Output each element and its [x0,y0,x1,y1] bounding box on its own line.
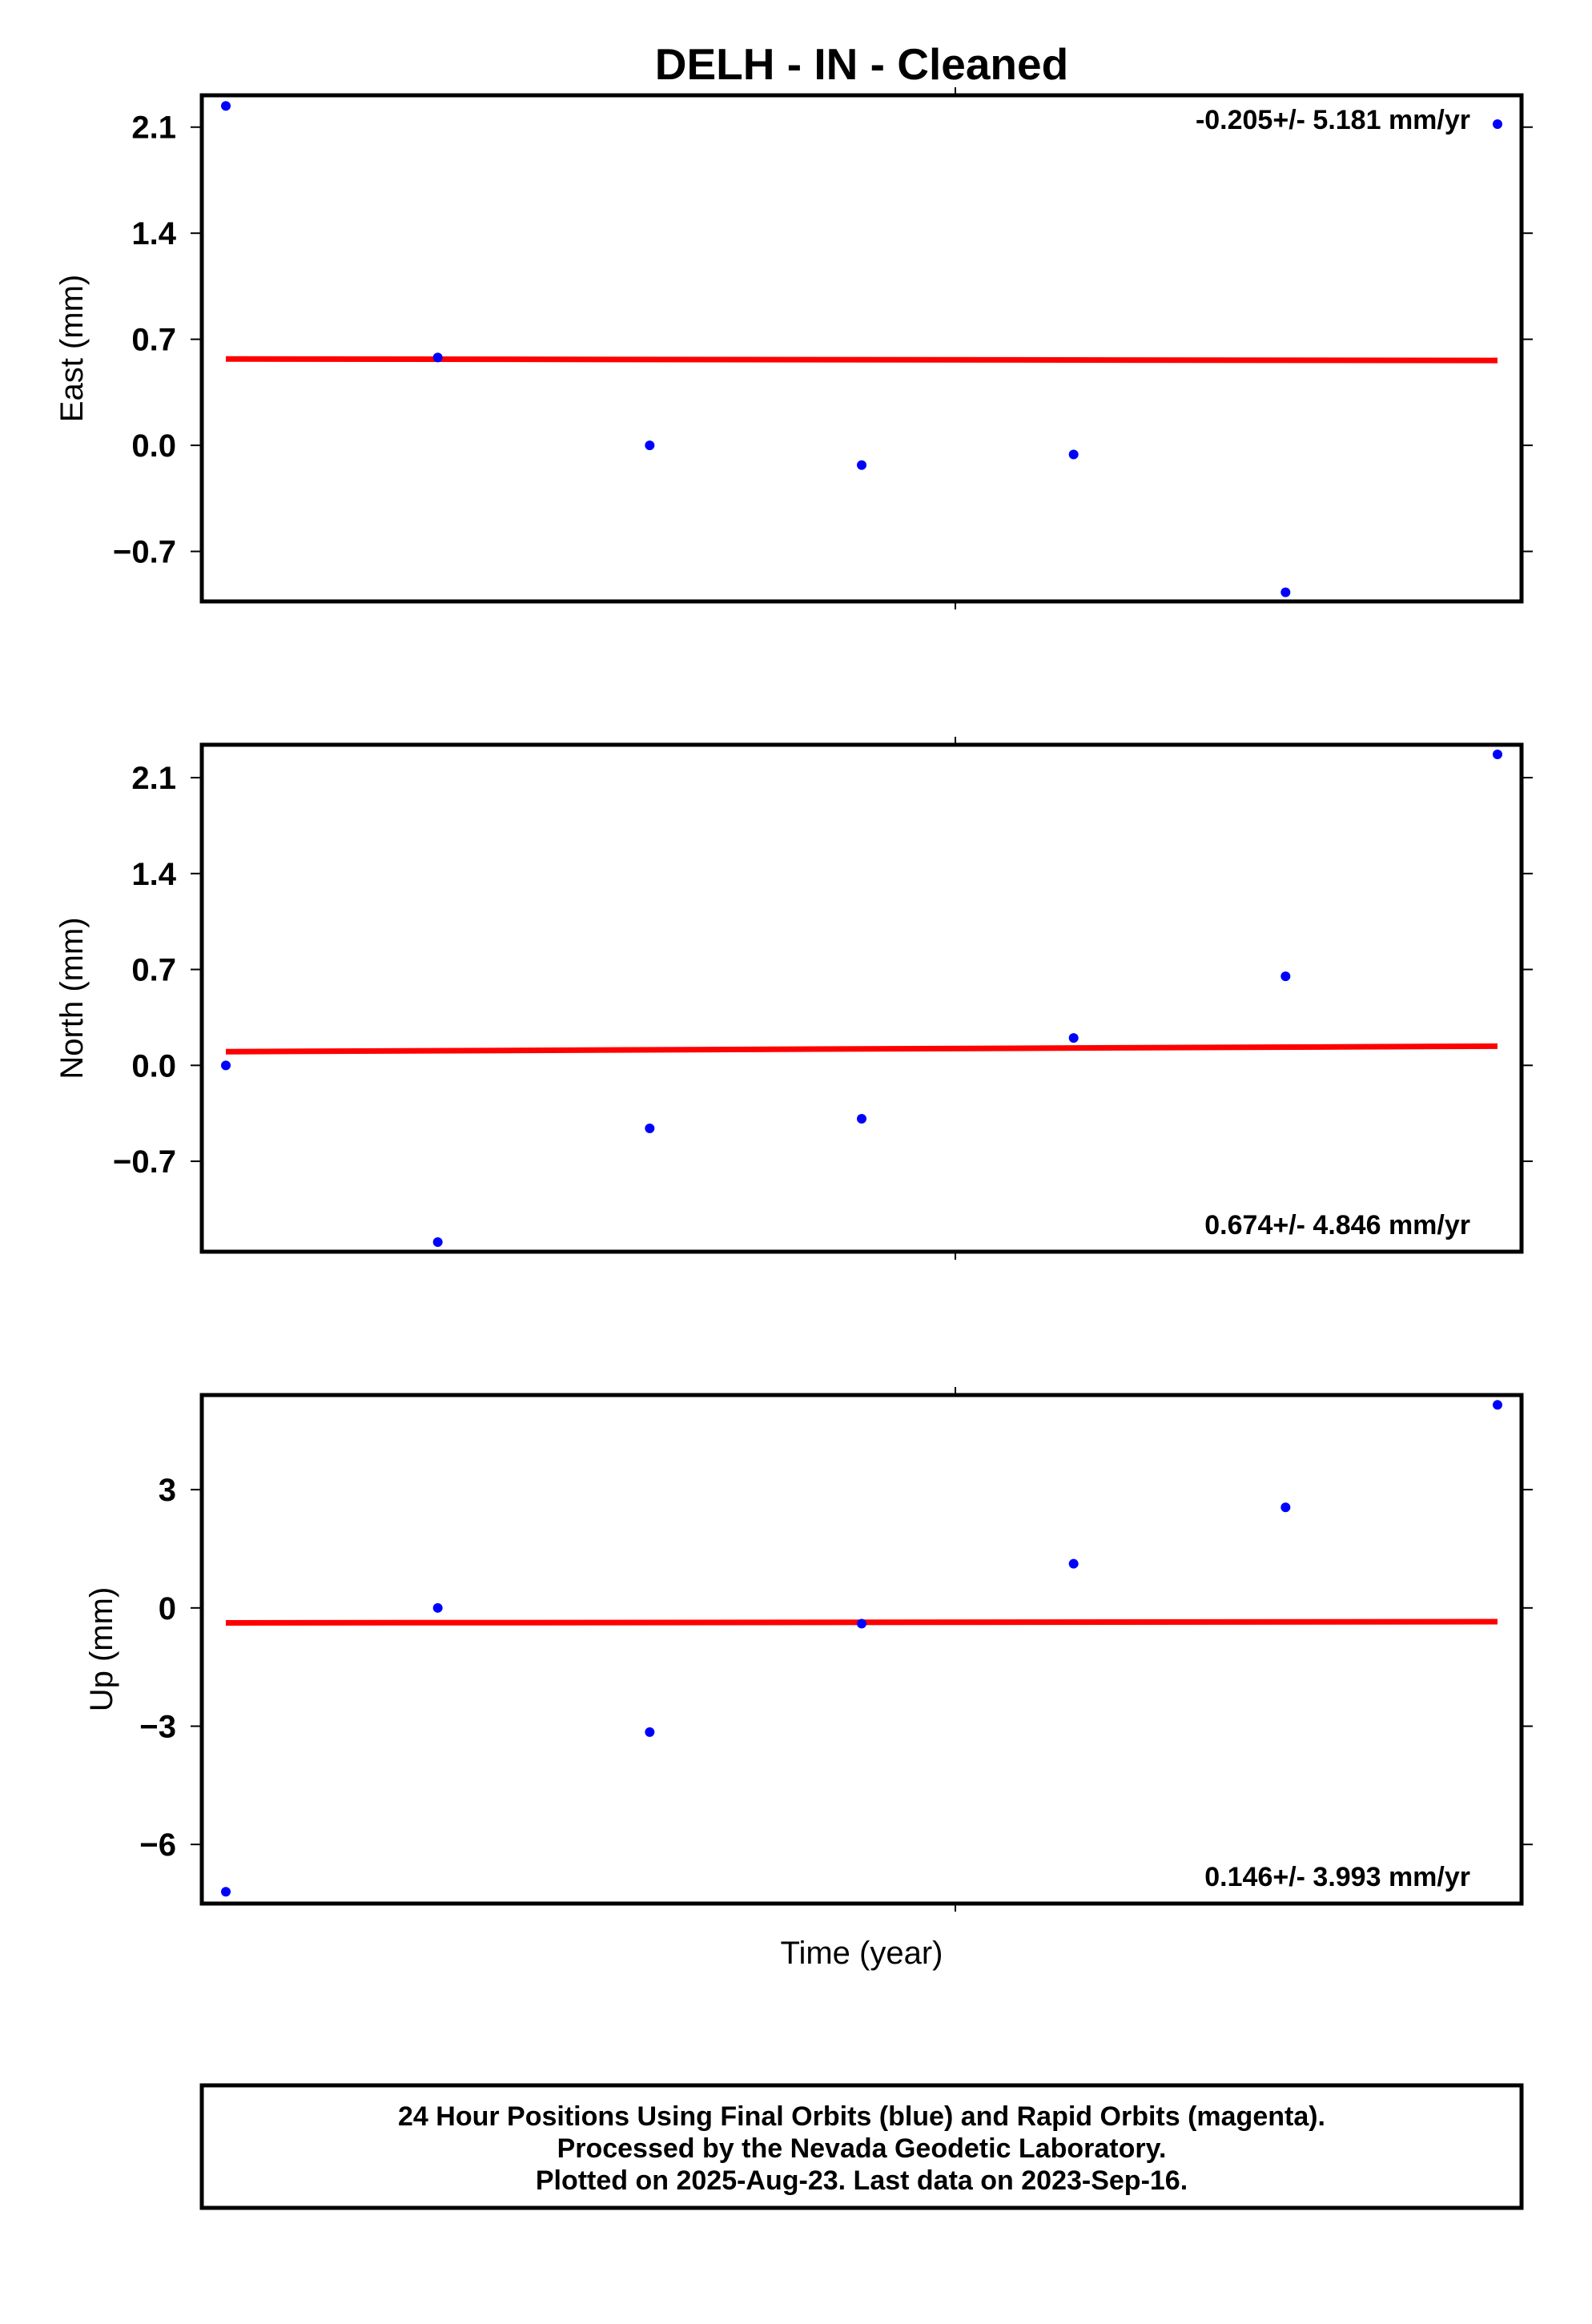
data-point [1280,587,1291,597]
data-point [221,1887,231,1897]
y-tick-label: 1.4 [131,216,176,251]
data-point [1280,971,1291,982]
data-point [221,1060,231,1071]
panel-1: −0.7 0.0 0.7 1.4 2.1 East (mm) -0.205+/- 5.181… [54,87,1533,609]
y-axis-label: East (mm) [54,275,90,422]
y-tick-label: 1.4 [131,857,176,892]
y-tick-label: 0.7 [131,323,176,358]
data-point [857,460,866,470]
footer-box: 24 Hour Positions Using Final Orbits (bl… [199,2083,1524,2210]
y-tick-label: −6 [139,1827,176,1863]
data-point [645,1727,655,1737]
y-tick-label: 3 [159,1473,176,1508]
data-point [1493,749,1502,759]
data-point [1068,1033,1079,1043]
plot-frame [199,1393,1524,1906]
y-tick-label: −0.7 [113,1144,176,1180]
y-tick-label: 0.0 [131,1048,176,1084]
y-tick-label: 0 [159,1591,176,1626]
data-point [857,1618,866,1629]
y-tick-label: 0.7 [131,953,176,988]
panel-2: −0.7 0.0 0.7 1.4 2.1 North (mm) 0.674+/- 4.846… [54,737,1533,1260]
data-point [645,440,655,451]
y-axis-label: North (mm) [54,917,90,1079]
plot-frame [199,93,1524,604]
footer-line-2: Processed by the Nevada Geodetic Laborat… [557,2133,1167,2164]
fit-line [225,1043,1498,1055]
y-tick-label: −3 [139,1709,176,1744]
x-axis-label: Time (year) [781,1936,943,1971]
data-point [645,1124,655,1134]
data-point [857,1114,866,1124]
data-point [432,1237,443,1248]
footer-line-1: 24 Hour Positions Using Final Orbits (bl… [398,2101,1325,2132]
y-tick-label: 2.1 [131,111,176,146]
data-point [432,1602,443,1613]
y-tick-label: 0.0 [131,428,176,464]
rate-label: -0.205+/- 5.181 mm/yr [1196,105,1470,135]
data-point [221,101,231,111]
footer-frame [199,2083,1524,2210]
panel-3: −6 −3 0 3 Up (mm) 0.146+/- 3.993 mm/yr [84,1387,1533,1912]
panels: −0.7 0.0 0.7 1.4 2.1 East (mm) -0.205+/- 5.181… [54,87,1533,1912]
y-tick-label: 2.1 [131,761,176,796]
data-point [1280,1502,1291,1513]
data-point [1493,1400,1502,1410]
data-point [432,352,443,363]
plot-frame [199,742,1524,1254]
rate-label: 0.146+/- 3.993 mm/yr [1204,1862,1470,1892]
y-axis-label: Up (mm) [84,1587,119,1712]
data-point [1068,1558,1079,1569]
chart-title: DELH - IN - Cleaned [655,39,1068,89]
y-tick-label: −0.7 [113,535,176,570]
footer-line-3: Plotted on 2025-Aug-23. Last data on 202… [536,2165,1188,2196]
fit-line [225,356,1498,364]
rate-label: 0.674+/- 4.846 mm/yr [1204,1210,1470,1240]
data-point [1493,119,1502,129]
data-point [1068,449,1079,460]
